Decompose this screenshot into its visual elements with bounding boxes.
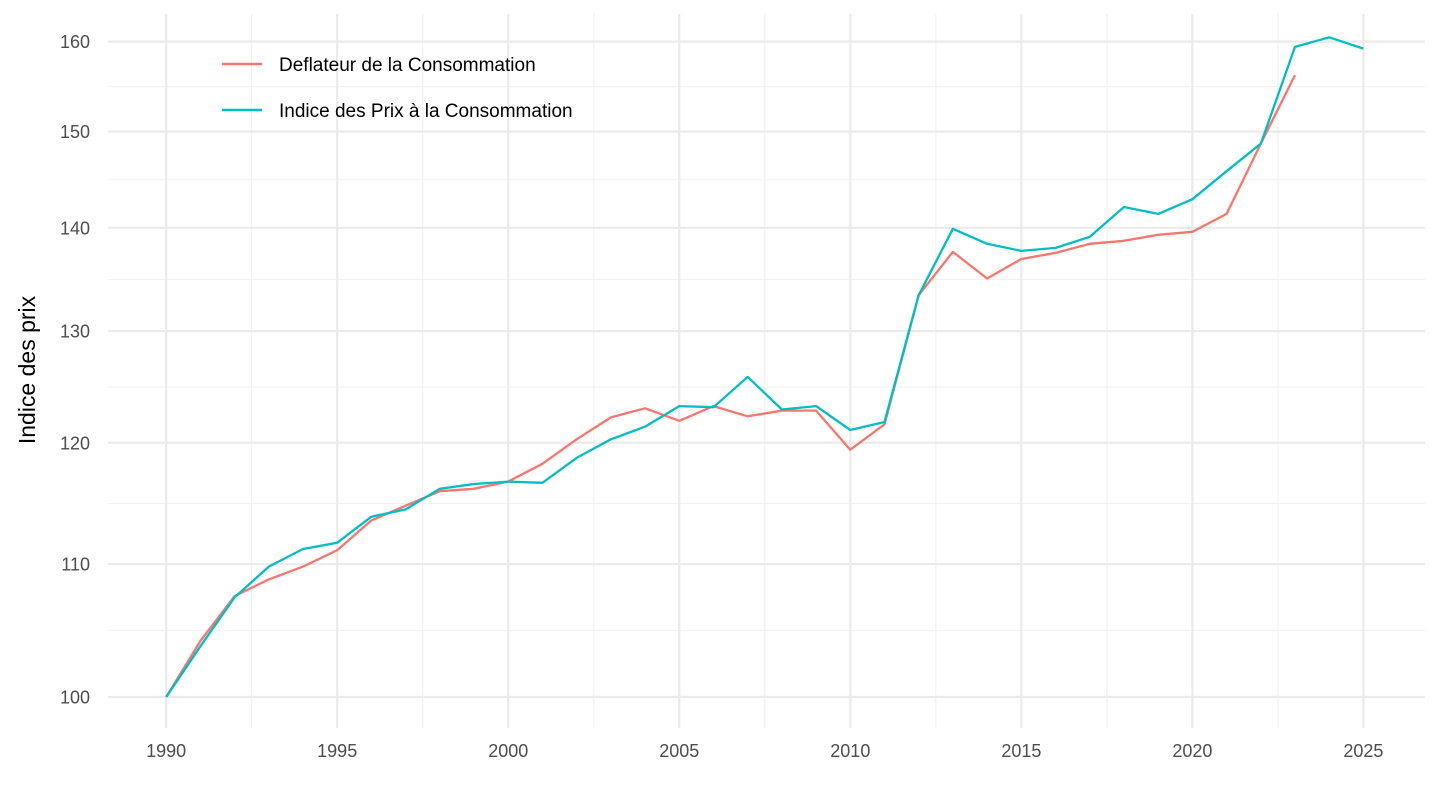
x-axis-tick-labels: 1990 1995 2000 2005 2010 2015 2020 2025 bbox=[146, 741, 1383, 761]
x-tick-label: 1990 bbox=[146, 741, 186, 761]
series-lines bbox=[165, 36, 1364, 698]
x-tick-label: 2005 bbox=[659, 741, 699, 761]
y-tick-label: 120 bbox=[60, 433, 90, 453]
x-tick-label: 2015 bbox=[1001, 741, 1041, 761]
y-tick-label: 140 bbox=[60, 218, 90, 238]
legend-label: Indice des Prix à la Consommation bbox=[279, 101, 573, 122]
x-tick-label: 2020 bbox=[1172, 741, 1212, 761]
x-tick-label: 2000 bbox=[488, 741, 528, 761]
y-tick-label: 130 bbox=[60, 322, 90, 342]
x-tick-label: 2025 bbox=[1343, 741, 1383, 761]
series-line-deflateur bbox=[165, 74, 1297, 698]
y-tick-label: 160 bbox=[60, 32, 90, 52]
minor-gridlines-x bbox=[251, 14, 1279, 728]
y-tick-label: 150 bbox=[60, 122, 90, 142]
major-gridlines-y bbox=[108, 40, 1425, 699]
y-axis-tick-labels: 100 110 120 130 140 150 160 bbox=[60, 32, 90, 707]
x-tick-label: 2010 bbox=[830, 741, 870, 761]
x-tick-label: 1995 bbox=[317, 741, 357, 761]
minor-gridlines-y bbox=[108, 86, 1425, 632]
major-gridlines-x bbox=[165, 14, 1365, 728]
y-tick-label: 100 bbox=[60, 687, 90, 707]
legend-item: Indice des Prix à la Consommation bbox=[222, 101, 573, 122]
series-line-ipc bbox=[165, 36, 1364, 698]
legend-item: Deflateur de la Consommation bbox=[222, 55, 536, 76]
legend-label: Deflateur de la Consommation bbox=[279, 55, 536, 76]
y-tick-label: 110 bbox=[61, 555, 90, 575]
legend: Deflateur de la Consommation Indice des P… bbox=[222, 55, 573, 122]
y-axis-title: Indice des prix bbox=[14, 295, 40, 444]
